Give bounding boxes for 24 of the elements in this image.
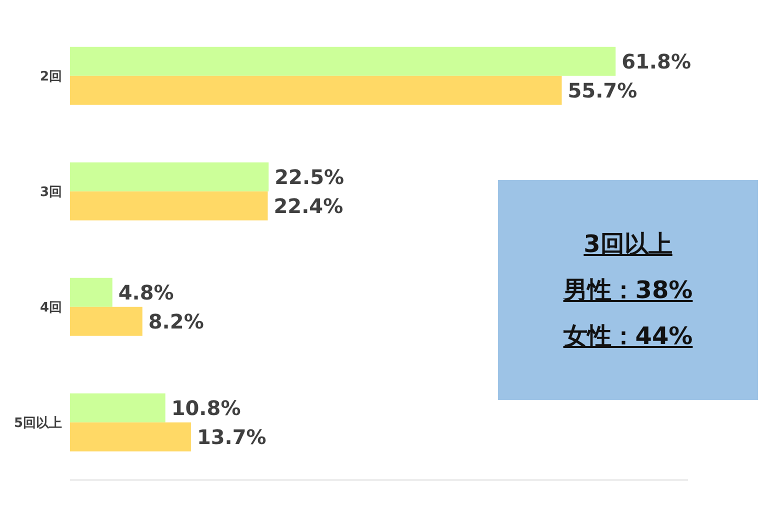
bar — [70, 191, 268, 220]
bar — [70, 306, 142, 336]
data-label: 22.5% — [274, 164, 344, 189]
bar — [70, 278, 112, 307]
y-tick-label: 2回 — [40, 69, 62, 84]
data-label: 13.7% — [196, 424, 266, 449]
data-label: 61.8% — [622, 49, 691, 74]
y-tick-label: 3回 — [40, 184, 62, 200]
data-label: 55.7% — [568, 78, 638, 102]
annotation: 女性：44% — [563, 321, 693, 352]
bar — [70, 393, 166, 422]
bar — [70, 46, 616, 76]
bar — [70, 76, 562, 105]
y-tick-label: 4回 — [40, 300, 62, 316]
bar — [70, 162, 269, 192]
annotation: 3回以上 — [584, 229, 672, 260]
data-label: 22.4% — [274, 194, 344, 218]
annotation: 男性：38% — [563, 275, 693, 306]
data-label: 4.8% — [118, 280, 174, 304]
y-tick-label: 5回以上 — [14, 416, 62, 431]
bar — [70, 422, 191, 452]
note-panel: 3回以上 男性：38% 女性：44% — [498, 180, 758, 400]
data-label: 10.8% — [171, 396, 241, 420]
data-label: 8.2% — [148, 309, 204, 334]
